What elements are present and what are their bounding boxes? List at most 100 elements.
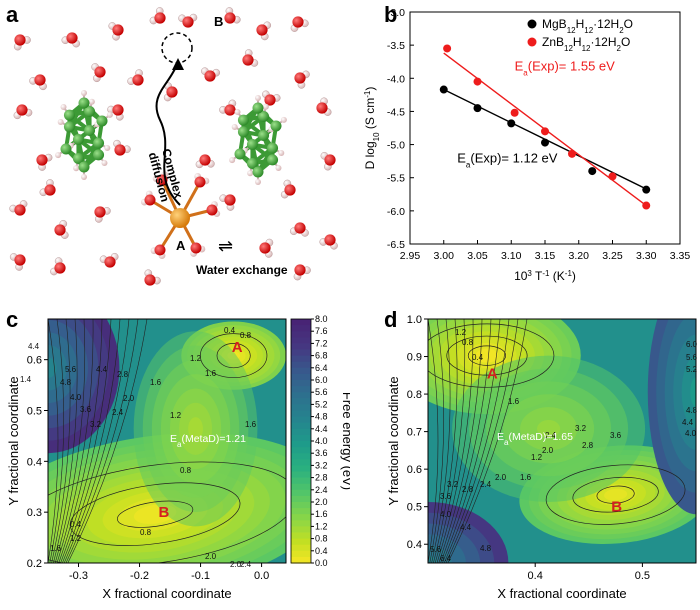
y-tick-label: -5.5: [387, 173, 405, 185]
hydrogen-atom: [57, 119, 64, 126]
minimum-label: A: [487, 365, 498, 382]
boron-atom: [270, 120, 282, 132]
x-axis-label: 103 T-1 (K-1): [514, 269, 576, 284]
boron-atom: [84, 105, 96, 117]
y-tick-label: 0.5: [407, 502, 422, 514]
y-tick-label: 0.6: [407, 464, 422, 476]
legend-entry: ZnB12H12·12H2O: [542, 35, 630, 53]
water-molecule: [99, 252, 119, 268]
colorbar-segment: [291, 544, 311, 552]
energy-level: [48, 345, 68, 391]
boron-atom: [78, 161, 90, 173]
oxygen-atom: [204, 70, 216, 82]
contour-line: [433, 319, 458, 563]
panel-a: a Complex diffusion A B ⇌ Water exchange: [0, 0, 350, 300]
contour-line: [440, 319, 492, 563]
contour-line: [51, 319, 71, 563]
data-point: [473, 104, 482, 113]
oxygen-atom: [114, 144, 126, 156]
boron-atom: [234, 148, 246, 160]
contour-label: 5.2: [686, 365, 698, 374]
contour-line: [216, 343, 251, 369]
colorbar-tick-label: 2.4: [315, 485, 328, 495]
water-molecule: [36, 153, 53, 171]
colorbar-tick-label: 1.6: [315, 509, 328, 519]
x-tick-label: 3.25: [602, 250, 623, 262]
data-point: [608, 172, 617, 181]
contour-label: 1.2: [531, 453, 543, 462]
contour-label: 6.4: [440, 554, 452, 563]
water-molecule: [29, 74, 47, 91]
boron-atom: [237, 126, 249, 138]
colorbar-segment: [291, 526, 311, 534]
oxygen-atom: [242, 54, 254, 66]
oxygen-atom: [34, 74, 46, 86]
contour-label: 2.4: [240, 560, 252, 569]
water-molecule: [163, 82, 178, 102]
contour-label: 3.2: [447, 480, 459, 489]
colorbar-segment: [291, 471, 311, 479]
hydrogen-atom: [255, 179, 261, 185]
hydrogen-atom: [106, 111, 113, 118]
free-energy-map-c: -0.3 -0.2 -0.1 0.0 0.2 0.3 0.4 0.5 0.6 X fraction…: [6, 314, 350, 601]
colorbar-segment: [291, 380, 311, 387]
boron-atom: [63, 109, 75, 121]
contour-label: 4.0: [440, 510, 452, 519]
colorbar-segment: [291, 422, 311, 430]
x-axis-label: X fractional coordinate: [102, 586, 231, 601]
heatmap-field: [428, 319, 696, 563]
water-molecule: [61, 32, 81, 48]
hydrogen-atom: [275, 164, 282, 171]
contour-line: [67, 319, 148, 563]
y-axis-label: Y fractional coordinate: [6, 376, 21, 505]
contour-label: 0.8: [240, 331, 252, 340]
oxygen-atom: [182, 16, 194, 28]
oxygen-atom: [16, 104, 28, 116]
oxygen-atom: [294, 72, 306, 84]
hydrogen-atom: [280, 116, 287, 123]
boron-atom: [237, 114, 249, 126]
panel-label-b: b: [384, 2, 398, 27]
water-molecule: [256, 21, 272, 41]
colorbar-segment: [291, 349, 311, 357]
contour-label: 1.2: [170, 411, 182, 420]
boron-atom: [267, 154, 279, 166]
contour-label: 2.8: [582, 441, 594, 450]
site-a-label: A: [176, 238, 186, 253]
water-molecule: [9, 253, 26, 271]
contour-label: 2.4: [480, 480, 492, 489]
colorbar-segment: [291, 477, 311, 485]
colorbar-segment: [291, 550, 311, 558]
contour-label: 2.4: [545, 431, 557, 440]
hydrogen-atom: [229, 157, 236, 164]
energy-level: [681, 356, 696, 429]
colorbar-segment: [291, 398, 311, 405]
x-tick-label: 3.35: [670, 250, 691, 262]
water-molecule: [289, 222, 309, 237]
hydrogen-atom: [247, 170, 254, 177]
colorbar-segment: [291, 392, 311, 399]
water-molecule: [13, 104, 33, 120]
contour-line: [428, 319, 439, 563]
oxygen-atom: [94, 66, 106, 78]
colorbar-segment: [291, 508, 311, 515]
data-point: [510, 108, 519, 117]
boron-atom: [258, 130, 270, 142]
colorbar-tick-label: 7.6: [315, 326, 328, 336]
data-point: [642, 201, 651, 210]
contour-line: [199, 333, 268, 378]
contour-line: [438, 319, 483, 563]
water-molecule: [144, 269, 161, 286]
water-molecule: [316, 97, 332, 116]
contour-label: 0.4: [224, 326, 236, 335]
water-molecules: [9, 7, 338, 286]
energy-level: [188, 417, 203, 441]
contour-line: [446, 335, 528, 376]
molecular-structure-illustration: Complex diffusion A B ⇌ Water exchange: [9, 7, 338, 286]
colorbar-tick-label: 3.6: [315, 448, 328, 458]
oxygen-atom: [224, 194, 236, 206]
oxygen-atom: [256, 24, 268, 36]
colorbar-tick-label: 5.6: [315, 387, 328, 397]
colorbar-segment: [291, 514, 311, 521]
hydrogen-atom: [81, 90, 87, 96]
